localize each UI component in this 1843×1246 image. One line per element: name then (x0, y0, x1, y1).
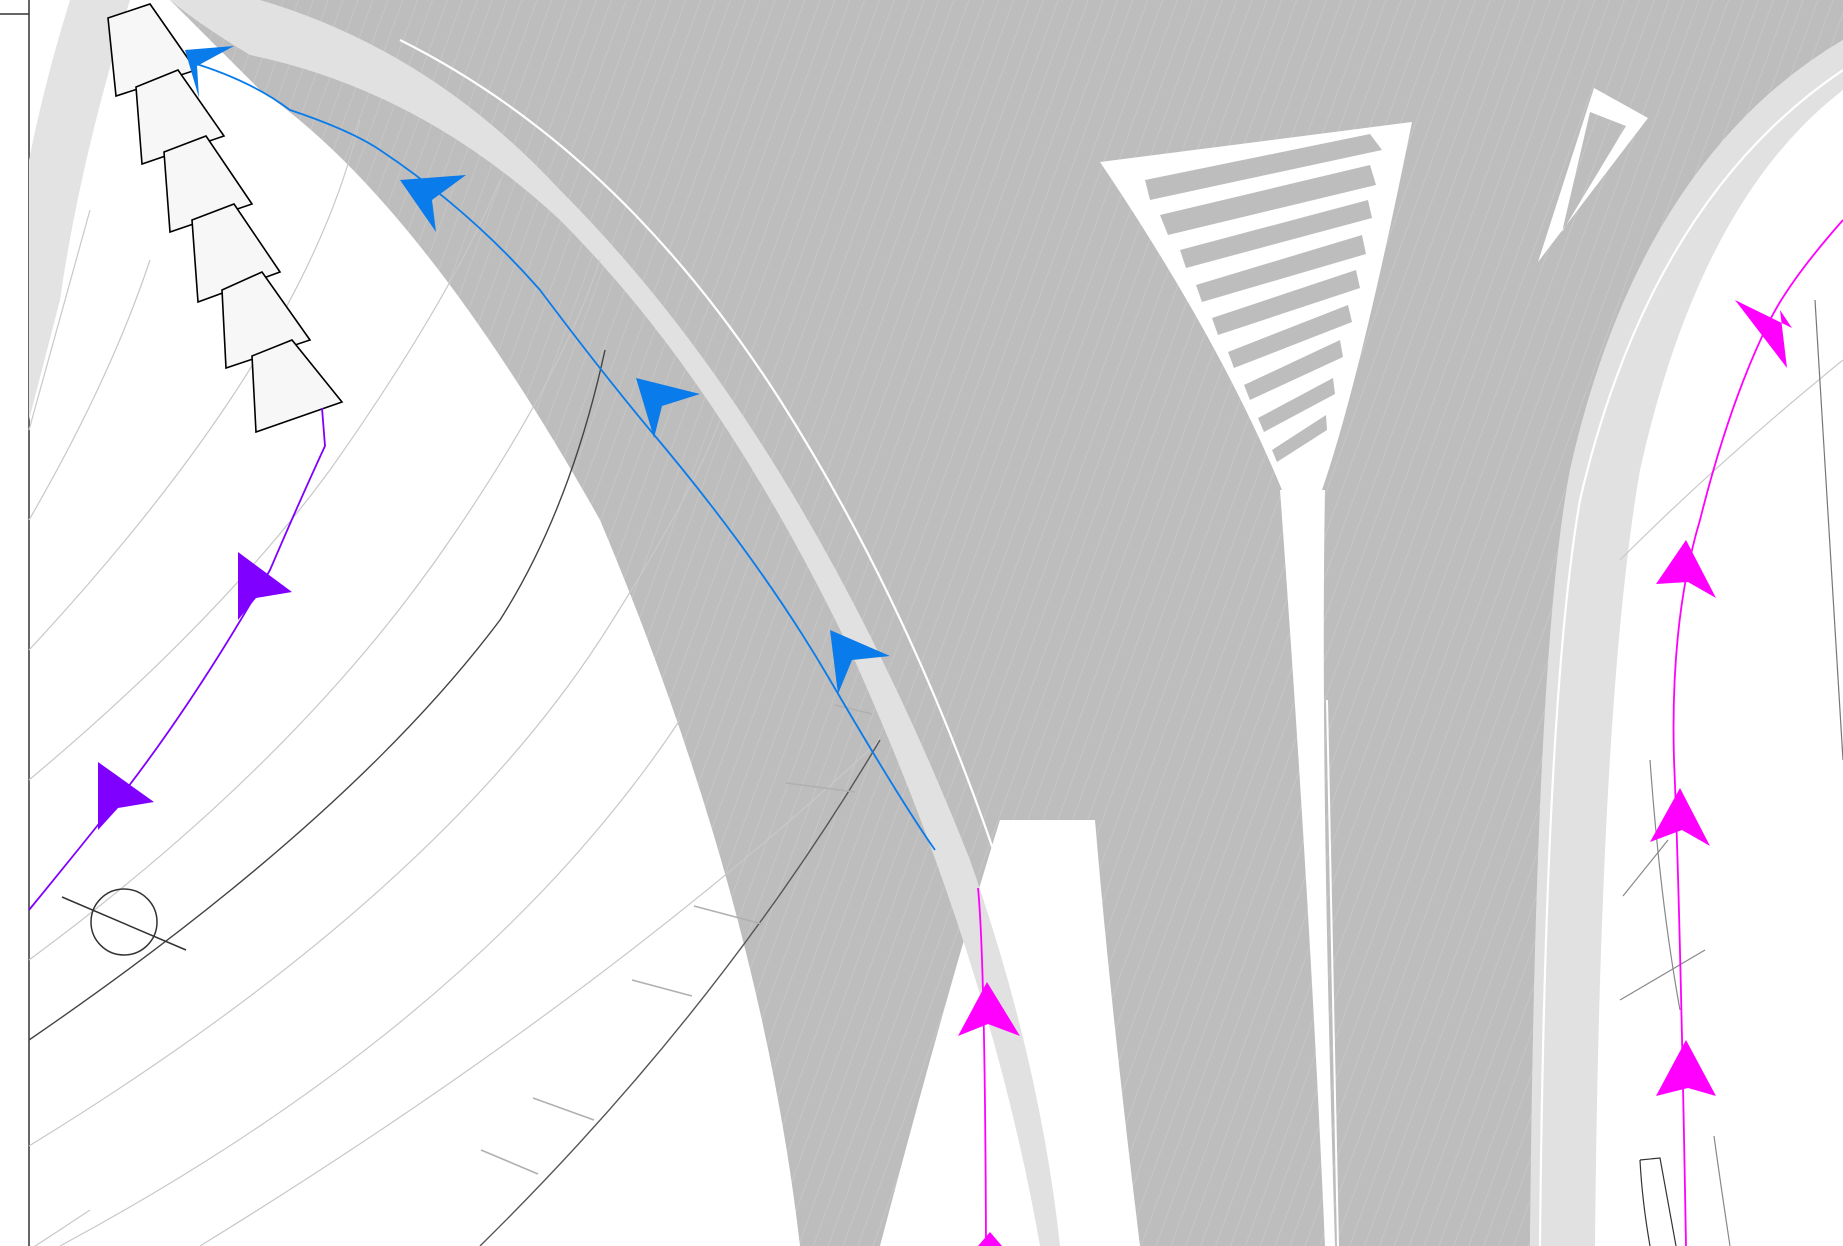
route-purple[interactable] (28, 407, 326, 911)
contour-lines (28, 119, 881, 1246)
road-surface-main (170, 0, 1843, 1246)
arrowhead-icon (185, 46, 234, 98)
arrowhead-icon (636, 378, 700, 438)
survey-point-icon[interactable] (61, 888, 187, 956)
lane-line-center (1326, 699, 1339, 1246)
road-shoulder-left (170, 0, 1060, 1246)
arrowhead-icon (830, 630, 890, 694)
arrowhead-icon (1656, 540, 1716, 598)
right-edge-lines (1619, 299, 1843, 1246)
arrowhead-icon (238, 552, 292, 620)
arrowhead-icon (98, 762, 154, 830)
route-magenta-center[interactable] (958, 887, 1020, 1246)
arrowhead-icon (1650, 788, 1710, 846)
trapezoid-marker-icon (251, 339, 344, 434)
road-shoulder-right (1530, 40, 1843, 1246)
trapezoid-marker-stack (107, 3, 344, 434)
road-edge-left (399, 39, 1072, 1246)
route-magenta-right[interactable] (1650, 219, 1843, 1246)
arrowhead-icon (1735, 300, 1792, 368)
arrowhead-icon (1656, 1040, 1716, 1096)
road-edge-right (1538, 69, 1843, 1246)
gore-area-hatched (1100, 122, 1412, 490)
arrowhead-icon (958, 982, 1020, 1036)
arrowhead-icon (978, 1232, 1002, 1246)
arrowhead-icon (400, 175, 466, 232)
route-blue[interactable] (185, 46, 936, 851)
median-divider (1280, 490, 1335, 1246)
left-shoulder-band (29, 0, 130, 420)
road-ticks (480, 704, 873, 1175)
island-triangle (1538, 88, 1648, 262)
